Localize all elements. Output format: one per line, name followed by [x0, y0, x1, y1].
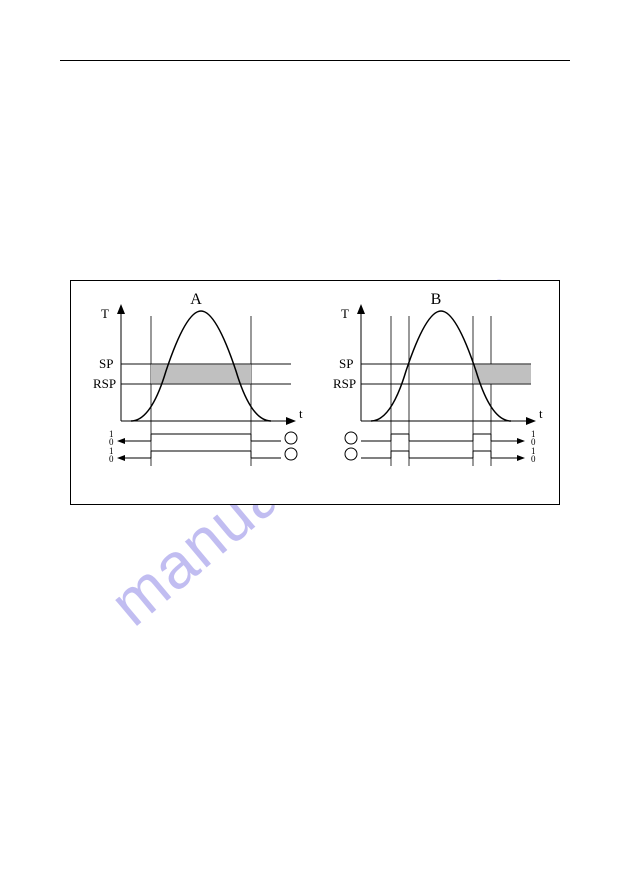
panel-b-y-label: T: [341, 306, 349, 321]
panel-b-x-label: t: [539, 406, 543, 421]
panel-b-circle-1: [345, 432, 357, 444]
panel-a-x-label: t: [299, 406, 303, 421]
panel-b-circle-2: [345, 448, 357, 460]
panel-a-label: A: [190, 291, 202, 308]
panel-a-rsp-label: RSP: [93, 376, 116, 391]
panel-b-label: B: [431, 291, 442, 308]
diagram-container: A T SP RSP t: [70, 280, 560, 505]
panel-a-sig2-low: 0: [109, 454, 114, 464]
panel-a-circle-2: [285, 448, 297, 460]
panel-a-sp-label: SP: [99, 356, 113, 371]
panel-b-sp-label: SP: [339, 356, 353, 371]
panel-b-rsp-label: RSP: [333, 376, 356, 391]
panel-b-sig2-low: 0: [531, 454, 536, 464]
panel-a-circle-1: [285, 432, 297, 444]
page-top-rule: [60, 60, 570, 61]
panel-a-y-label: T: [101, 306, 109, 321]
panel-a-chart: A T SP RSP t: [81, 286, 321, 501]
panel-b-chart: B T SP RSP t: [321, 286, 561, 501]
